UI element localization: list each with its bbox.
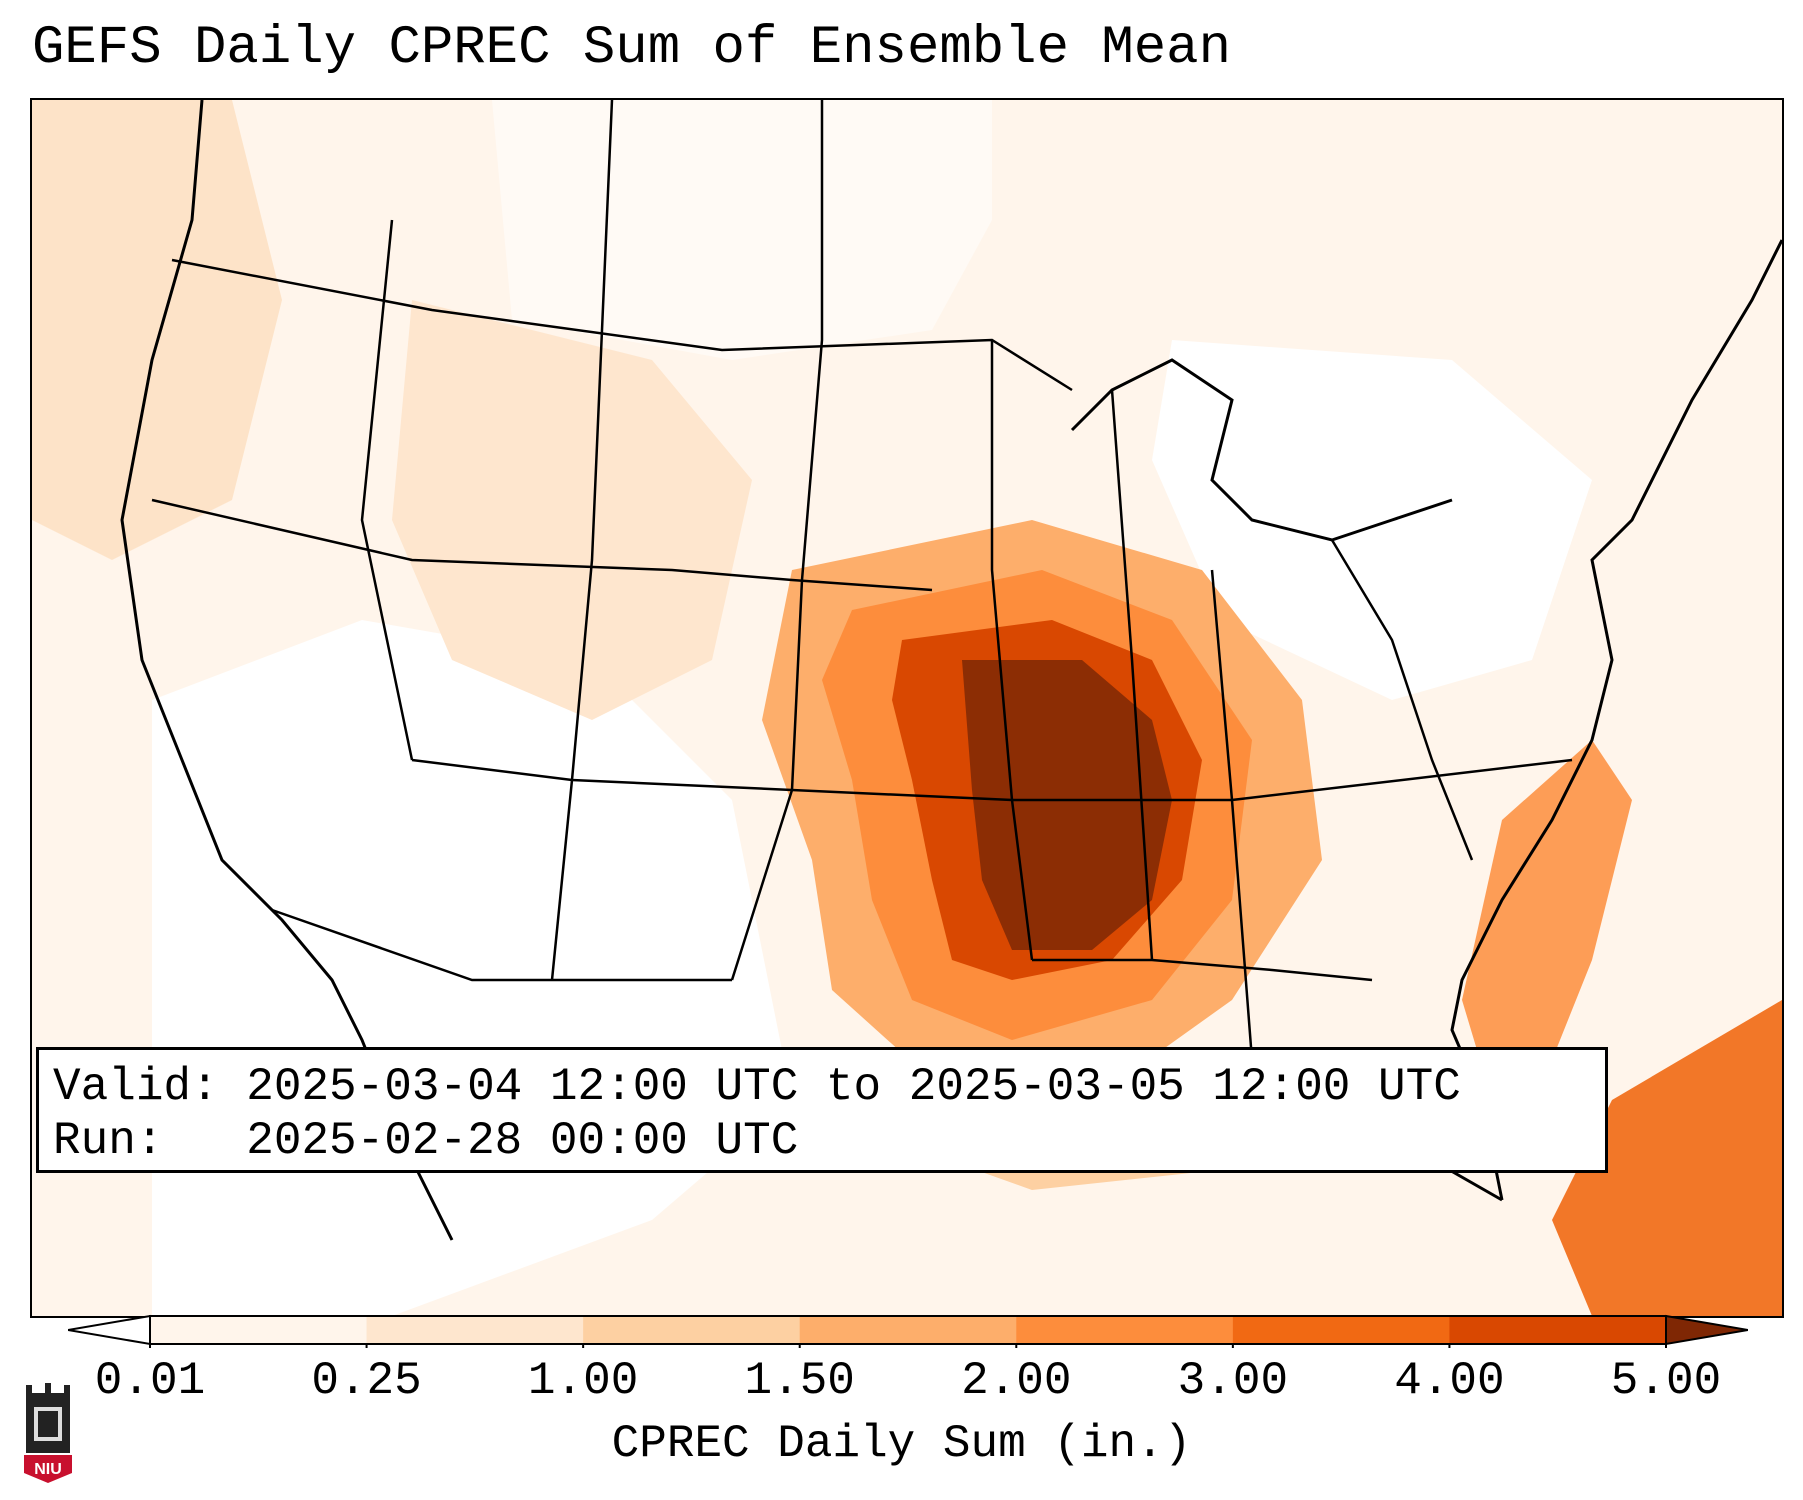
colorbar-label: CPREC Daily Sum (in.) xyxy=(611,1418,1192,1470)
tick-label: 5.00 xyxy=(1610,1355,1722,1407)
niu-logo-text: NIU xyxy=(34,1461,62,1478)
border-vertical-5 xyxy=(1110,389,1154,961)
state-borders xyxy=(151,100,1573,1061)
east-coastline xyxy=(1450,239,1782,1201)
colorbar-segment xyxy=(583,1316,801,1344)
colorbar-segment xyxy=(799,1316,1017,1344)
tick-label: 0.01 xyxy=(94,1355,206,1407)
tick-label: 2.00 xyxy=(961,1355,1072,1407)
colorbar-frame xyxy=(149,1315,1667,1345)
colorbar-tick-labels: 0.01 0.25 1.00 1.50 2.00 3.00 4.00 5.00 xyxy=(0,1355,1803,1415)
colorbar-segment xyxy=(1016,1316,1234,1344)
precip-band-atlantic xyxy=(1462,740,1632,1100)
precip-caribbean xyxy=(1552,1000,1782,1316)
colorbar-segment xyxy=(1232,1316,1450,1344)
precip-swath-core xyxy=(962,660,1172,950)
colorbar-graphic xyxy=(67,1314,1749,1350)
colorbar-segment xyxy=(366,1316,584,1344)
colorbar xyxy=(67,1314,1749,1350)
tick-label: 4.00 xyxy=(1394,1355,1505,1407)
tick-label: 0.25 xyxy=(311,1355,422,1407)
colorbar-over-arrow xyxy=(1665,1314,1749,1346)
dry-region-northeast xyxy=(1152,340,1592,700)
valid-time-text: Valid: 2025-03-04 12:00 UTC to 2025-03-0… xyxy=(53,1061,1461,1113)
niu-logo: NIU xyxy=(24,1383,72,1483)
colorbar-segment xyxy=(1449,1316,1667,1344)
border-row-3 xyxy=(1032,958,1373,982)
run-info-box: Valid: 2025-03-04 12:00 UTC to 2025-03-0… xyxy=(36,1047,1608,1173)
dry-region-north xyxy=(492,100,992,360)
tick-label: 1.00 xyxy=(527,1355,639,1407)
colorbar-segment xyxy=(150,1316,368,1344)
border-vertical-4 xyxy=(990,340,1034,961)
light-precip-rockies xyxy=(392,300,752,720)
border-row-2 xyxy=(411,758,1573,802)
border-vertical-2 xyxy=(550,100,614,981)
border-row-1 xyxy=(151,498,933,592)
run-time-text: Run: 2025-02-28 00:00 UTC xyxy=(53,1115,799,1167)
light-precip-northwest xyxy=(32,100,282,560)
tick-label: 1.50 xyxy=(744,1355,855,1407)
border-vertical-1 xyxy=(360,219,414,761)
border-south xyxy=(271,908,732,982)
tick-label: 3.00 xyxy=(1177,1355,1289,1407)
border-north xyxy=(171,258,1073,392)
border-vertical-3 xyxy=(730,100,824,981)
border-vertical-7 xyxy=(1330,539,1474,861)
colorbar-under-arrow xyxy=(67,1314,151,1346)
great-lakes-coast xyxy=(1070,358,1453,542)
border-vertical-6 xyxy=(1210,569,1254,1061)
map-title: GEFS Daily CPREC Sum of Ensemble Mean xyxy=(32,18,1231,79)
